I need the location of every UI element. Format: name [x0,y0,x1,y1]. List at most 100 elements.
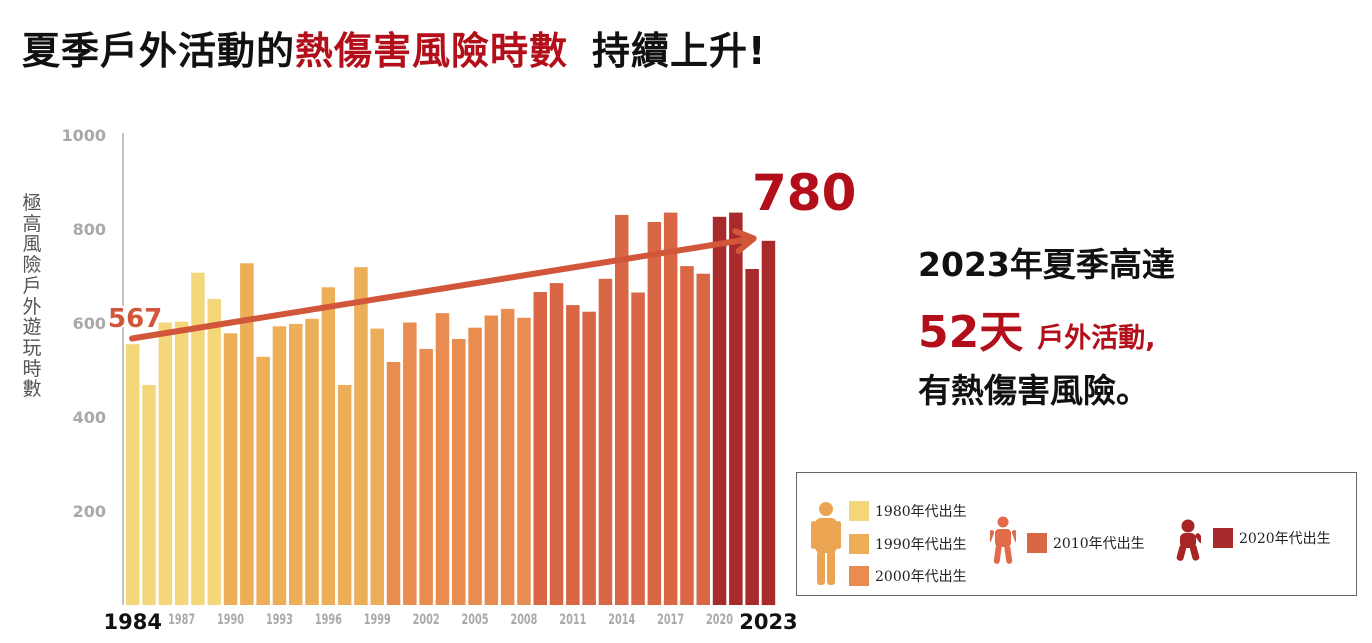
child-person-icon [990,516,1016,564]
trend-arrowhead [732,228,757,254]
bar-1989 [207,299,221,605]
bar-2017 [663,212,678,605]
y-tick-label: 600 [73,314,106,333]
y-tick-label: 400 [73,408,106,427]
child-icon-arm-left [990,530,995,543]
bar-1996 [321,287,336,605]
child-icon-head [997,516,1009,528]
legend-swatch-1980s [849,501,869,521]
bar-2013 [598,278,613,605]
bar-2011 [566,305,580,605]
legend-swatch-2020s [1213,528,1233,548]
legend-item-2000s: 2000年代出生 [849,566,967,586]
callout-line1: 2023年夏季高達 [918,245,1175,284]
x-tick-label-1996: 1996 [315,612,342,628]
callout-line3: 有熱傷害風險。 [918,371,1149,410]
x-tick-label-2011: 2011 [559,612,586,628]
bar-1997 [337,385,352,605]
bar-2000 [386,362,401,605]
bar-2023 [761,240,776,606]
headline-part3: 持續上升! [592,29,767,73]
bar-1984 [126,344,140,605]
bar-2014 [615,214,629,605]
x-tick-label-2023: 2023 [739,610,797,634]
x-tick-label-1990: 1990 [217,612,244,628]
x-tick-label-1984: 1984 [104,610,162,634]
bar-2004 [452,339,466,605]
legend-item-1980s: 1980年代出生 [849,501,967,521]
bar-2019 [696,273,710,605]
trend-start-label: 567 [108,304,162,334]
legend-item-2010s: 2010年代出生 [1027,533,1145,553]
legend-item-2020s: 2020年代出生 [1213,528,1331,548]
bar-1998 [354,267,368,605]
legend-label-1990s: 1990年代出生 [875,537,967,553]
toddler-person-icon [1176,519,1201,561]
x-tick-label-2014: 2014 [608,612,635,628]
callout-line2: 52天 戶外活動, [918,296,1156,360]
bar-2022 [745,269,759,605]
bar-1992 [256,356,270,605]
legend-label-2010s: 2010年代出生 [1053,536,1145,552]
x-tick-label-1993: 1993 [266,612,293,628]
y-tick-label: 1000 [61,126,106,145]
legend-label-1980s: 1980年代出生 [875,504,967,520]
bar-1988 [191,272,205,605]
child-icon-arm-right [1011,530,1016,543]
bar-2008 [517,317,531,605]
adult-icon-arm-left [811,521,816,549]
bar-1990 [223,333,238,605]
adult-icon-head [819,502,833,516]
callout-activity: 戶外活動, [1037,323,1156,354]
y-tick-label: 200 [73,502,106,521]
adult-icon-arm-right [836,521,841,549]
bar-2016 [647,222,662,605]
bar-2005 [468,327,482,605]
legend-swatch-2010s [1027,533,1047,553]
legend-swatch-2000s [849,566,869,586]
x-tick-label-2017: 2017 [657,612,684,628]
bar-2010 [549,283,564,605]
bar-2007 [500,308,515,605]
bar-1994 [289,323,303,605]
child-icon-leg-left [993,544,1002,564]
x-tick-label-1987: 1987 [168,612,195,628]
headline-part1: 夏季戶外活動的 [22,29,296,73]
bar-2003 [435,313,450,605]
x-tick-label-2002: 2002 [413,612,440,628]
x-tick-label-1999: 1999 [364,612,391,628]
bar-1993 [272,326,287,605]
bar-2002 [419,348,433,605]
legend-label-2020s: 2020年代出生 [1239,531,1331,547]
y-axis-label: 極高風險戶外遊玩時數 [22,192,42,401]
bar-2018 [680,266,694,605]
x-tick-label-2020: 2020 [706,612,733,628]
adult-person-icon [811,502,841,585]
legend: 1980年代出生 1990年代出生 2000年代出生 2010年代出生 2020… [796,472,1357,596]
bar-2006 [484,315,499,605]
bar-2001 [403,322,417,605]
legend-label-2000s: 2000年代出生 [875,569,967,585]
bar-1991 [240,263,254,605]
callout-days: 52天 [918,307,1024,358]
x-tick-label-2005: 2005 [462,612,489,628]
bar-2020 [712,216,727,606]
legend-item-1990s: 1990年代出生 [849,534,967,554]
legend-swatch-1990s [849,534,869,554]
y-tick-label: 800 [73,220,106,239]
bar-2012 [582,311,596,605]
trend-line [129,236,753,342]
toddler-icon-leg-left [1176,544,1187,561]
bar-2015 [631,292,645,605]
adult-icon-leg-left [817,551,825,585]
bar-1987 [174,321,189,605]
trend-end-label: 780 [752,164,856,222]
bar-1985 [142,385,156,605]
child-icon-leg-right [1004,544,1013,564]
bar-1995 [305,318,319,605]
bar-2021 [729,212,743,605]
bar-2009 [533,292,547,605]
headline-highlight: 熱傷害風險時數 [295,29,569,73]
toddler-icon-body [1180,533,1196,548]
